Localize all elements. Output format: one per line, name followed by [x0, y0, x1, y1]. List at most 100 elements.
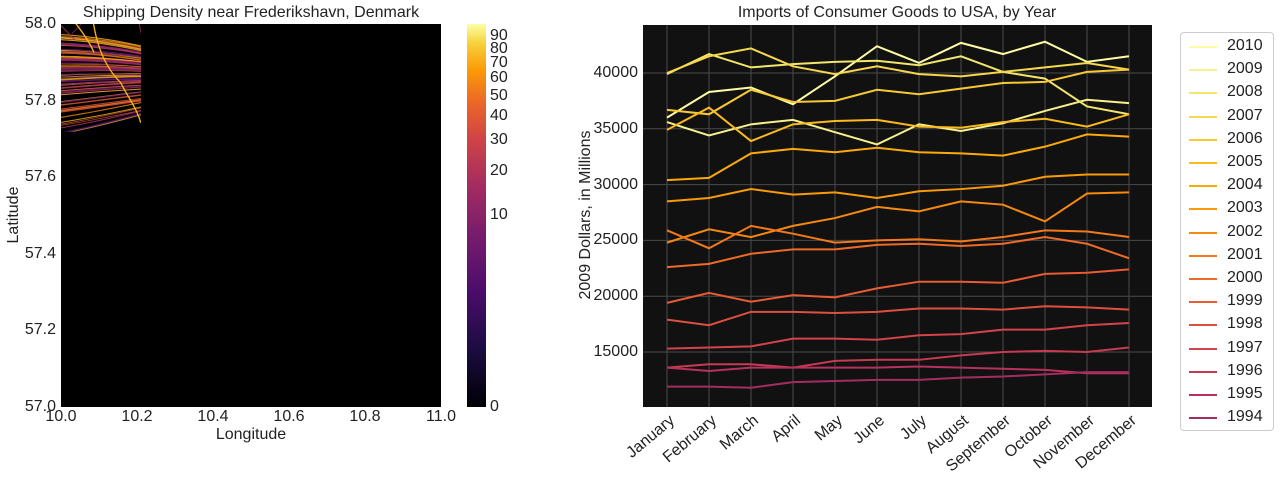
colorbar-tick-label: 20	[490, 161, 508, 179]
ship-track	[61, 107, 141, 125]
series-line-1997	[666, 321, 1130, 350]
colorbar-tick-label: 80	[490, 39, 508, 57]
ship-track	[61, 39, 141, 52]
legend-swatch	[1189, 92, 1217, 95]
ship-track	[61, 86, 141, 94]
map-xtick-label: 10.8	[349, 408, 381, 425]
ship-track	[61, 94, 141, 106]
legend-swatch	[1189, 417, 1217, 420]
ship-track	[138, 24, 141, 35]
ship-track	[61, 67, 141, 71]
legend-label: 1996	[1227, 361, 1263, 379]
map-xtick-label: 10.4	[197, 408, 229, 425]
ship-track	[61, 65, 141, 70]
legend-label: 2000	[1227, 269, 1263, 286]
legend-swatch	[1189, 301, 1217, 304]
legend-label: 1995	[1227, 385, 1263, 402]
series-line-1996	[666, 346, 1130, 369]
legend-swatch	[1189, 162, 1217, 164]
colorbar-tick-label: 40	[490, 107, 508, 125]
ship-track	[61, 66, 141, 70]
colorbar-tick-label: 90	[490, 26, 508, 44]
legend-item-1997: 1997	[1181, 339, 1273, 359]
legend-swatch	[1189, 370, 1217, 373]
ship-track	[68, 114, 141, 132]
map-ytick-label: 57.0	[24, 398, 56, 415]
ship-track	[61, 73, 141, 76]
series-line-2002	[666, 191, 1130, 244]
ship-track	[61, 109, 141, 126]
legend-label: 2009	[1227, 60, 1263, 78]
line-chart-ylabel: 2009 Dollars, in Millions	[577, 130, 594, 300]
ship-track	[71, 24, 82, 35]
ship-track	[61, 84, 141, 92]
ship-track	[61, 59, 141, 66]
ship-track	[63, 112, 141, 132]
ship-track	[61, 74, 141, 78]
y-tick-label: 35000	[593, 119, 639, 137]
legend-swatch	[1189, 208, 1217, 211]
series-line-1995	[666, 365, 1129, 375]
legend-item-2000: 2000	[1181, 269, 1273, 289]
map-xtick-label: 10.2	[121, 408, 153, 425]
legend-label: 1998	[1227, 315, 1263, 333]
legend-item-2007: 2007	[1181, 107, 1273, 127]
ship-track	[61, 50, 141, 58]
legend-swatch	[1189, 278, 1217, 280]
legend-item-2006: 2006	[1181, 130, 1273, 150]
legend-swatch	[1189, 231, 1217, 234]
ship-track	[61, 64, 141, 68]
ship-track	[61, 62, 141, 68]
ship-track	[61, 85, 141, 93]
legend-label: 2010	[1227, 37, 1263, 54]
legend-label: 2001	[1227, 245, 1263, 263]
series-line-1994	[667, 371, 1129, 389]
legend-label: 2002	[1227, 222, 1263, 240]
legend-item-1998: 1998	[1181, 315, 1273, 335]
legend-item-2009: 2009	[1181, 60, 1273, 80]
ship-track	[61, 81, 141, 89]
map-xlabel: Longitude	[215, 426, 287, 443]
ship-track	[61, 69, 141, 72]
ship-track	[61, 80, 141, 86]
colorbar	[467, 24, 486, 407]
ship-track	[61, 48, 141, 57]
series-line-2001	[666, 224, 1130, 250]
colorbar-tick-label: 60	[490, 69, 508, 87]
ship-track	[75, 24, 141, 123]
legend-swatch	[1189, 347, 1217, 350]
series-line-2010	[666, 40, 1130, 119]
legend-swatch	[1189, 138, 1217, 141]
ship-track	[61, 84, 141, 92]
ship-track	[61, 37, 141, 51]
legend-item-1995: 1995	[1181, 385, 1273, 405]
ship-track	[61, 106, 141, 123]
ship-track	[61, 99, 141, 113]
series-line-1999	[666, 268, 1130, 304]
legend-item-2004: 2004	[1181, 176, 1273, 196]
map-title: Shipping Density near Frederikshavn, Den…	[82, 4, 420, 21]
y-tick-label: 30000	[593, 175, 639, 193]
legend-label: 2007	[1227, 106, 1263, 124]
colorbar-tick-label: 0	[490, 398, 499, 415]
series-line-1998	[666, 305, 1130, 327]
ship-track	[61, 75, 141, 79]
legend-label: 2005	[1227, 153, 1263, 170]
ship-track	[61, 82, 141, 89]
legend-swatch	[1189, 115, 1217, 118]
ship-track	[61, 99, 141, 111]
legend-item-2008: 2008	[1181, 83, 1273, 103]
series-line-2004	[666, 133, 1130, 182]
series-line-2006	[666, 68, 1130, 116]
legend-label: 1999	[1227, 292, 1263, 310]
ship-track	[61, 97, 141, 110]
series-line-2005	[666, 106, 1130, 143]
map-xtick-label: 11.0	[426, 408, 456, 425]
ship-track	[61, 91, 141, 104]
legend-swatch	[1189, 46, 1217, 48]
y-tick-label: 25000	[593, 231, 639, 249]
ship-track	[61, 55, 141, 63]
